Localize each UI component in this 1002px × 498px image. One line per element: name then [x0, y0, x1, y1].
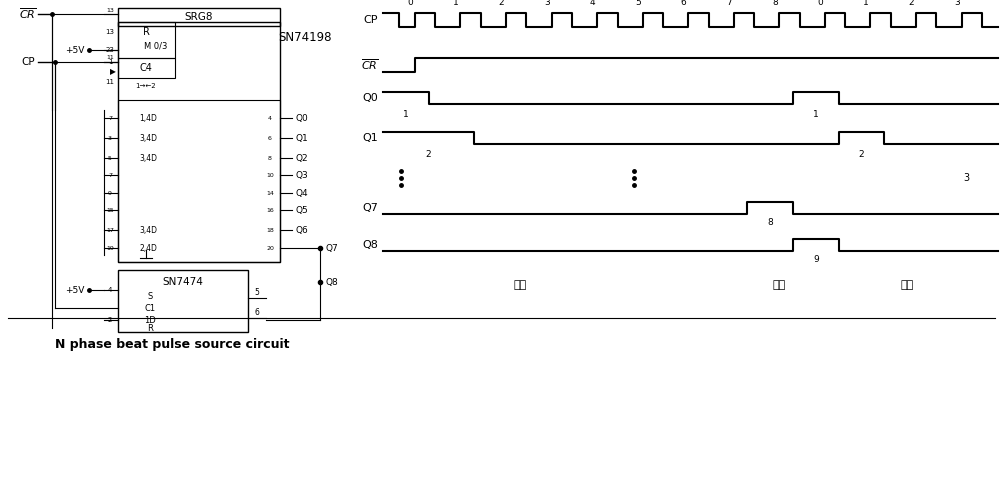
Text: 2: 2 — [425, 149, 431, 158]
Text: 8: 8 — [772, 0, 777, 7]
Text: 2: 2 — [908, 0, 914, 7]
Text: 置数: 置数 — [772, 280, 786, 290]
Text: 7: 7 — [108, 116, 112, 121]
Text: 1,4D: 1,4D — [139, 114, 156, 123]
Text: 20: 20 — [266, 246, 274, 250]
Text: Q1: Q1 — [296, 133, 308, 142]
Text: Q0: Q0 — [296, 114, 308, 123]
Text: Q0: Q0 — [362, 93, 378, 103]
Text: M 0/3: M 0/3 — [144, 41, 167, 50]
Text: SN7474: SN7474 — [162, 277, 203, 287]
Text: $\overline{CR}$: $\overline{CR}$ — [19, 6, 37, 21]
Text: 3: 3 — [953, 0, 959, 7]
Text: 8: 8 — [767, 218, 773, 227]
Text: 2: 2 — [498, 0, 504, 7]
Text: 6: 6 — [268, 135, 272, 140]
Text: 9: 9 — [812, 254, 818, 263]
Bar — [118, 8, 280, 26]
Text: 13: 13 — [106, 7, 114, 12]
Text: SN74198: SN74198 — [278, 30, 332, 43]
Text: SRG8: SRG8 — [184, 12, 213, 22]
Text: 2: 2 — [107, 317, 112, 323]
Text: 23: 23 — [105, 47, 114, 53]
Text: 19: 19 — [106, 246, 114, 250]
Text: N phase beat pulse source circuit: N phase beat pulse source circuit — [55, 338, 290, 351]
Text: Q3: Q3 — [296, 170, 308, 179]
Text: CP: CP — [363, 15, 378, 25]
Text: 10: 10 — [266, 172, 274, 177]
Text: 左移: 左移 — [513, 280, 526, 290]
Text: 5: 5 — [108, 155, 112, 160]
Text: 5: 5 — [255, 287, 260, 296]
Text: Q6: Q6 — [296, 226, 308, 235]
Text: $\overline{CR}$: $\overline{CR}$ — [360, 58, 378, 72]
Text: +5V: +5V — [65, 45, 84, 54]
Text: 3,4D: 3,4D — [139, 133, 157, 142]
Text: 3: 3 — [108, 135, 112, 140]
Text: 3: 3 — [543, 0, 549, 7]
Text: 11: 11 — [105, 79, 114, 85]
Text: 3,4D: 3,4D — [139, 153, 157, 162]
Text: 1: 1 — [862, 0, 868, 7]
Text: 1: 1 — [453, 0, 458, 7]
Text: 2: 2 — [858, 149, 864, 158]
Text: R: R — [142, 27, 149, 37]
Text: +5V: +5V — [65, 285, 84, 294]
Text: 4: 4 — [589, 0, 595, 7]
Text: 15: 15 — [106, 208, 114, 213]
Text: 1: 1 — [403, 110, 408, 119]
Text: 4: 4 — [268, 116, 272, 121]
Text: 11: 11 — [106, 54, 114, 59]
Text: 1→←2: 1→←2 — [135, 83, 156, 89]
Text: Q2: Q2 — [296, 153, 308, 162]
Text: Q7: Q7 — [362, 203, 378, 213]
Text: 1: 1 — [812, 110, 818, 119]
Text: 9: 9 — [108, 191, 112, 196]
Text: 8: 8 — [268, 155, 272, 160]
Text: 0: 0 — [407, 0, 413, 7]
Text: 0: 0 — [817, 0, 823, 7]
Text: Q7: Q7 — [326, 244, 338, 252]
Text: 2,4D: 2,4D — [139, 244, 156, 252]
Text: 14: 14 — [266, 191, 274, 196]
Text: 18: 18 — [266, 228, 274, 233]
Text: 6: 6 — [680, 0, 685, 7]
Text: S: S — [147, 291, 152, 300]
Text: C1: C1 — [144, 303, 155, 313]
Text: 3: 3 — [962, 173, 968, 183]
Text: Q4: Q4 — [296, 189, 308, 198]
Text: C4: C4 — [139, 63, 152, 73]
Text: 1D: 1D — [144, 316, 155, 325]
Text: CP: CP — [21, 57, 35, 67]
Text: 7: 7 — [108, 172, 112, 177]
Text: Q5: Q5 — [296, 206, 308, 215]
Text: ▶: ▶ — [110, 68, 116, 77]
Bar — [118, 270, 247, 332]
Text: 16: 16 — [266, 208, 274, 213]
Text: 17: 17 — [106, 228, 114, 233]
Text: R: R — [147, 324, 152, 333]
Text: 5: 5 — [634, 0, 640, 7]
Text: 6: 6 — [255, 307, 260, 317]
Text: 13: 13 — [105, 29, 114, 35]
Text: 4: 4 — [107, 287, 112, 293]
Text: Q8: Q8 — [326, 277, 338, 286]
Bar — [118, 58, 174, 78]
Bar — [118, 100, 280, 262]
Text: Q8: Q8 — [362, 240, 378, 250]
Text: 右移: 右移 — [900, 280, 913, 290]
Text: 7: 7 — [725, 0, 731, 7]
Bar — [118, 22, 280, 262]
Bar — [118, 22, 174, 58]
Text: 3,4D: 3,4D — [139, 226, 157, 235]
Text: Q1: Q1 — [362, 133, 378, 143]
Text: 1: 1 — [107, 59, 112, 65]
